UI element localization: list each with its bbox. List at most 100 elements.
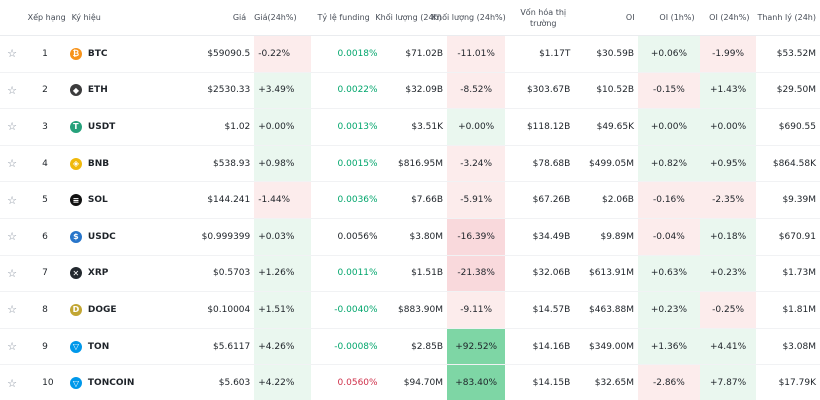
symbol-cell[interactable]: T USDT — [66, 109, 157, 145]
table-row[interactable]: ☆ 2 ◆ ETH $2530.33 +3.49% 0.0022% $32.09… — [0, 72, 820, 110]
header-oi-24h[interactable]: OI (24h%) — [709, 13, 750, 22]
favorite-star-icon[interactable]: ☆ — [7, 157, 18, 171]
header-symbol[interactable]: Ký hiệu — [71, 13, 101, 22]
change-value: +1.51% — [258, 304, 295, 315]
volume-change-value: -11.01% — [457, 48, 495, 59]
symbol-label: TON — [87, 341, 110, 352]
change-cell: -1.44% — [254, 182, 311, 218]
change-cell: +4.26% — [254, 328, 311, 365]
symbol-label: XRP — [87, 268, 109, 279]
oi-cell: $49.65K — [596, 121, 634, 132]
favorite-star-icon[interactable]: ☆ — [7, 193, 18, 207]
change-cell: +1.26% — [254, 255, 311, 292]
symbol-cell[interactable]: ▽ TON — [66, 329, 157, 365]
symbol-cell[interactable]: $ USDC — [66, 219, 157, 255]
oi-cell: $2.06B — [602, 195, 634, 206]
header-market-cap[interactable]: Vốn hóa thị trường — [520, 7, 567, 28]
bnb-icon: ◈ — [69, 157, 82, 170]
change-cell: -0.22% — [254, 36, 311, 72]
oi-24h-value: +0.23% — [710, 268, 747, 279]
oi-24h-cell: -1.99% — [699, 36, 757, 72]
xrp-icon: ✕ — [69, 267, 82, 280]
symbol-cell[interactable]: ▽ TONCOIN — [66, 365, 157, 400]
favorite-star-icon[interactable]: ☆ — [7, 266, 18, 280]
market-cap-cell: $67.26B — [532, 195, 571, 206]
price-cell: $538.93 — [213, 158, 251, 169]
header-liquidation[interactable]: Thanh lý (24h) — [757, 13, 816, 22]
table-row[interactable]: ☆ 3 T USDT $1.02 +0.00% 0.0013% $3.51K +… — [0, 109, 820, 146]
favorite-star-icon[interactable]: ☆ — [7, 303, 18, 317]
header-volume-change[interactable]: Khối lượng (24h%) — [431, 13, 506, 22]
table-row[interactable]: ☆ 5 ≡ SOL $144.241 -1.44% 0.0036% $7.66B… — [0, 182, 820, 219]
change-cell: +3.49% — [254, 72, 311, 109]
liquidation-cell: $864.58K — [772, 158, 816, 169]
symbol-cell[interactable]: ✕ XRP — [66, 256, 157, 292]
oi-24h-cell: +0.23% — [699, 255, 757, 292]
oi-24h-cell: +0.95% — [699, 145, 757, 182]
change-value: -1.44% — [258, 195, 291, 206]
market-cap-cell: $14.16B — [532, 341, 571, 352]
volume-change-cell: -5.91% — [447, 182, 506, 218]
oi-24h-cell: -2.35% — [699, 182, 757, 218]
oi-24h-value: +7.87% — [710, 378, 747, 389]
favorite-star-icon[interactable]: ☆ — [7, 120, 18, 134]
symbol-cell[interactable]: ◆ ETH — [66, 73, 157, 109]
change-cell: +4.22% — [254, 365, 311, 400]
oi-1h-value: -0.04% — [653, 231, 685, 242]
symbol-label: DOGE — [87, 304, 117, 315]
volume-change-cell: -16.39% — [447, 218, 506, 255]
table-row[interactable]: ☆ 6 $ USDC $0.999399 +0.03% 0.0056% $3.8… — [0, 218, 820, 256]
header-funding[interactable]: Tỷ lệ funding — [317, 13, 370, 22]
change-value: +3.49% — [258, 85, 295, 96]
price-cell: $0.10004 — [207, 304, 251, 315]
market-cap-cell: $34.49B — [532, 231, 571, 242]
symbol-cell[interactable]: ◈ BNB — [66, 146, 157, 182]
change-value: -0.22% — [258, 48, 291, 59]
oi-1h-cell: +1.36% — [638, 328, 700, 365]
volume-cell: $3.80M — [409, 231, 444, 242]
funding-cell: 0.0056% — [337, 231, 378, 242]
favorite-star-icon[interactable]: ☆ — [7, 230, 18, 244]
table-row[interactable]: ☆ 4 ◈ BNB $538.93 +0.98% 0.0015% $816.95… — [0, 145, 820, 183]
table-row[interactable]: ☆ 8 D DOGE $0.10004 +1.51% -0.0040% $883… — [0, 292, 820, 329]
usdc-icon: $ — [69, 230, 82, 243]
oi-24h-value: +4.41% — [710, 341, 747, 352]
oi-1h-cell: +0.23% — [638, 292, 700, 328]
table-row[interactable]: ☆ 10 ▽ TONCOIN $5.603 +4.22% 0.0560% $94… — [0, 365, 820, 400]
favorite-star-icon[interactable]: ☆ — [7, 47, 18, 61]
change-cell: +0.00% — [254, 109, 311, 145]
table-row[interactable]: ☆ 1 ₿ BTC $59090.5 -0.22% 0.0018% $71.02… — [0, 36, 820, 73]
volume-change-value: -9.11% — [460, 304, 493, 315]
header-price[interactable]: Giá — [232, 13, 247, 22]
header-rank[interactable]: Xếp hạng — [27, 13, 66, 22]
header-oi[interactable]: OI — [625, 13, 635, 22]
change-value: +4.22% — [258, 378, 295, 389]
favorite-star-icon[interactable]: ☆ — [7, 83, 18, 97]
header-volume[interactable]: Khối lượng (24h) — [375, 13, 442, 22]
price-cell: $0.5703 — [213, 268, 251, 279]
oi-cell: $613.91M — [589, 268, 634, 279]
market-cap-cell: $32.06B — [532, 268, 571, 279]
favorite-star-icon[interactable]: ☆ — [7, 340, 18, 354]
header-oi-1h[interactable]: OI (1h%) — [659, 13, 695, 22]
usdt-icon: T — [69, 120, 82, 133]
rank-cell: 4 — [42, 158, 48, 169]
rank-cell: 5 — [42, 195, 48, 206]
symbol-cell[interactable]: ≡ SOL — [66, 182, 157, 218]
volume-cell: $71.02B — [405, 48, 444, 59]
favorite-star-icon[interactable]: ☆ — [7, 376, 18, 390]
oi-1h-cell: +0.63% — [638, 255, 700, 292]
sol-icon: ≡ — [69, 194, 82, 207]
funding-cell: 0.0013% — [337, 121, 378, 132]
table-row[interactable]: ☆ 7 ✕ XRP $0.5703 +1.26% 0.0011% $1.51B … — [0, 255, 820, 293]
symbol-cell[interactable]: D DOGE — [66, 292, 157, 328]
oi-24h-cell: +7.87% — [699, 365, 757, 400]
oi-24h-value: -1.99% — [712, 48, 745, 59]
volume-change-value: -21.38% — [457, 268, 495, 279]
funding-cell: 0.0018% — [337, 48, 378, 59]
oi-24h-cell: -0.25% — [699, 292, 757, 328]
symbol-cell[interactable]: ₿ BTC — [66, 36, 157, 72]
rank-cell: 9 — [42, 341, 48, 352]
header-change[interactable]: Giá(24h%) — [254, 13, 297, 22]
table-row[interactable]: ☆ 9 ▽ TON $5.6117 +4.26% -0.0008% $2.85B… — [0, 328, 820, 366]
